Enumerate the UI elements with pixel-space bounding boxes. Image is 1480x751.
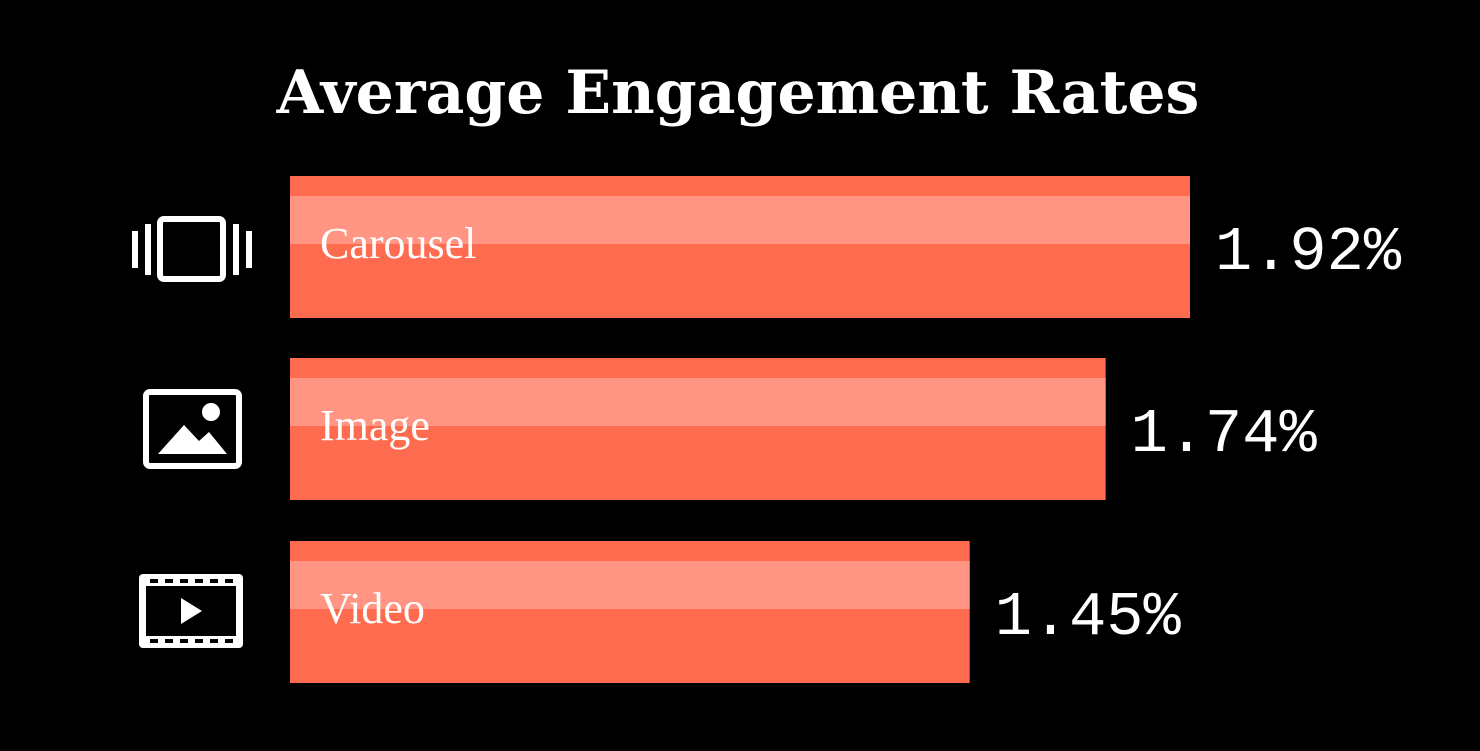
video-icon <box>139 574 243 648</box>
carousel-icon <box>132 216 252 282</box>
bar-highlight-image <box>290 378 1106 426</box>
value-label-carousel: 1.92% <box>1215 217 1402 288</box>
category-label-image: Image <box>320 401 430 450</box>
bar-highlight-video <box>290 561 970 609</box>
image-icon <box>143 389 242 469</box>
value-label-video: 1.45% <box>995 582 1182 653</box>
value-label-image: 1.74% <box>1131 399 1318 470</box>
category-label-video: Video <box>320 584 425 633</box>
bar-highlight-carousel <box>290 196 1190 244</box>
bars-layer: Carousel 1.92% Image 1.74% Video 1.45% <box>290 176 1402 683</box>
chart-title: Average Engagement Rates <box>276 58 1200 128</box>
category-label-carousel: Carousel <box>320 219 476 268</box>
